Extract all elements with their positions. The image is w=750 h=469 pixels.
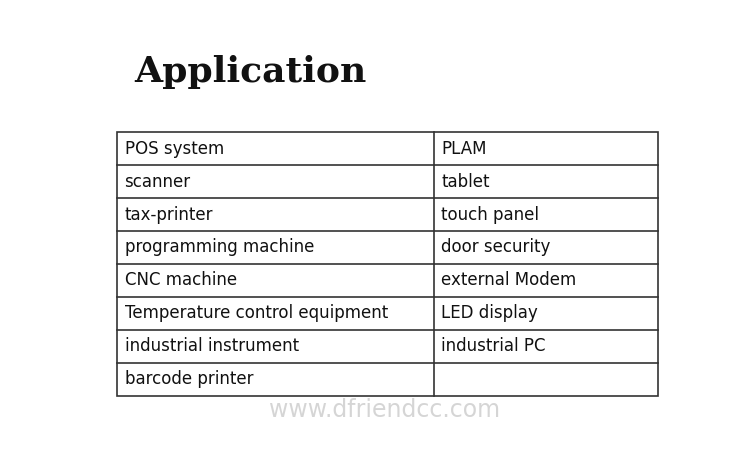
Text: door security: door security (441, 238, 550, 257)
Text: industrial PC: industrial PC (441, 337, 546, 356)
Text: touch panel: touch panel (441, 205, 539, 224)
Text: Application: Application (134, 55, 367, 89)
Text: Temperature control equipment: Temperature control equipment (124, 304, 388, 322)
Text: industrial instrument: industrial instrument (124, 337, 298, 356)
Text: PLAM: PLAM (441, 140, 487, 158)
Text: tax-printer: tax-printer (124, 205, 213, 224)
Text: POS system: POS system (124, 140, 224, 158)
Text: programming machine: programming machine (124, 238, 314, 257)
Text: external Modem: external Modem (441, 272, 577, 289)
Text: LED display: LED display (441, 304, 538, 322)
Text: barcode printer: barcode printer (124, 370, 253, 388)
Text: www.dfriendcc.com: www.dfriendcc.com (268, 398, 500, 422)
Text: CNC machine: CNC machine (124, 272, 237, 289)
Text: tablet: tablet (441, 173, 490, 190)
Text: scanner: scanner (124, 173, 190, 190)
Bar (117, 132, 658, 396)
